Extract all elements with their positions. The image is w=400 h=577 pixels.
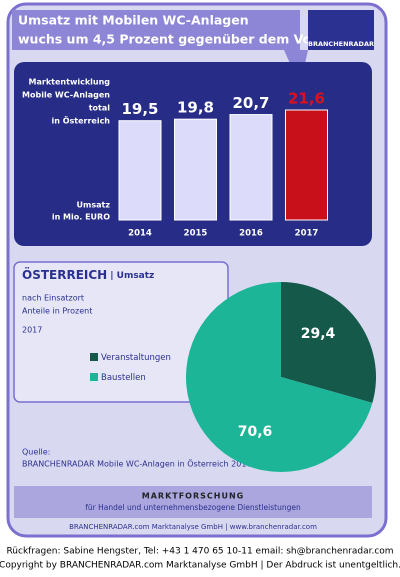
x-tick-label: 2015 (184, 229, 208, 239)
footer-company: BRANCHENRADAR.com Marktanalyse GmbH | ww… (69, 523, 317, 531)
value-label: 29,4 (301, 326, 336, 342)
source: BRANCHENRADAR Mobile WC-Anlagen in Öster… (22, 459, 252, 469)
title-bubble (12, 10, 308, 86)
logo-text: BRANCHENRADAR (308, 40, 374, 48)
x-tick-label: 2017 (295, 229, 319, 239)
value-label: 19,5 (121, 100, 158, 118)
year: 2017 (22, 326, 42, 335)
legend-swatch (90, 353, 98, 361)
value-label: 21,6 (288, 90, 325, 108)
value-label: 70,6 (238, 424, 273, 440)
chart-title: in Österreich (51, 116, 110, 126)
y-label: in Mio. EURO (52, 213, 110, 222)
legend-swatch (90, 373, 98, 381)
copyright: Copyright by BRANCHENRADAR.com Marktanal… (0, 561, 400, 571)
legend-label: Veranstaltungen (101, 353, 171, 363)
subtitle: Anteile in Prozent (22, 307, 92, 316)
logo (308, 10, 374, 50)
chart-title: Mobile WC-Anlagen (22, 91, 110, 100)
legend-label: Baustellen (101, 373, 146, 383)
x-tick-label: 2016 (239, 229, 263, 239)
value-label: 19,8 (177, 99, 214, 117)
footer-title: MARKTFORSCHUNG (142, 492, 244, 501)
x-tick-label: 2014 (128, 229, 152, 239)
pie-slice (281, 282, 376, 403)
bar (229, 114, 273, 221)
subtitle: nach Einsatzort (22, 294, 84, 303)
chart-title: Marktentwicklung (29, 78, 111, 87)
source-label: Quelle: (22, 448, 50, 457)
title: Umsatz mit Mobilen WC-Anlagen (18, 13, 249, 28)
footer-subtitle: für Handel und unternehmensbezogene Dien… (85, 503, 301, 512)
bar (285, 109, 328, 221)
title-suffix: | Umsatz (110, 271, 154, 281)
chart-title: ÖSTERREICH | Umsatz (22, 267, 154, 282)
value-label: 20,7 (232, 94, 269, 112)
bar (174, 118, 217, 221)
footer-band (14, 486, 372, 518)
chart-title: total (89, 104, 111, 113)
bar (118, 120, 162, 221)
y-label: Umsatz (77, 201, 111, 210)
title: wuchs um 4,5 Prozent gegenüber dem Vorja… (18, 32, 346, 47)
pie-slice (186, 282, 373, 472)
title-main: ÖSTERREICH (22, 267, 107, 282)
contact: Rückfragen: Sabine Hengster, Tel: +43 1 … (6, 547, 393, 557)
